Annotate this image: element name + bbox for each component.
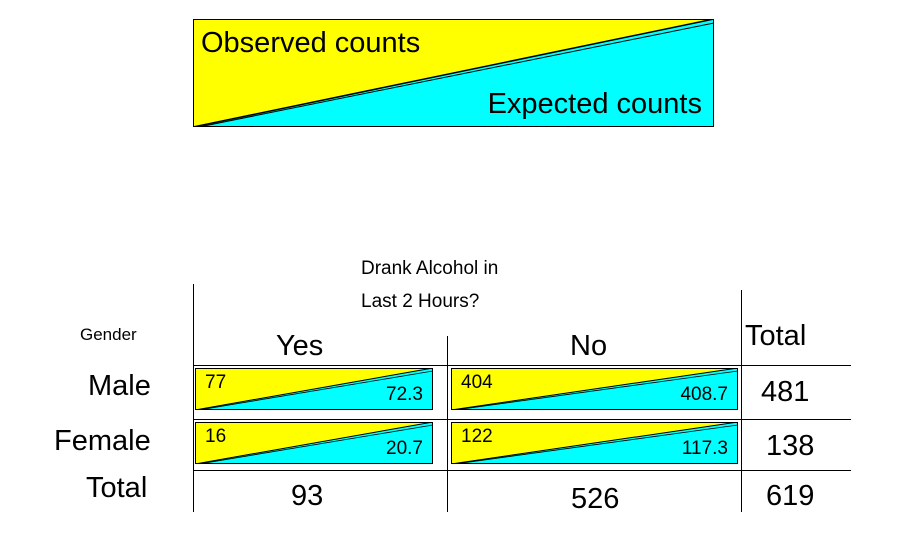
- column-header-no: No: [570, 330, 608, 362]
- observed-count: 77: [205, 372, 227, 393]
- legend-box: Observed counts Expected counts: [193, 19, 714, 127]
- grid-line-vertical-left: [193, 284, 194, 512]
- cell-diagonal-graphic: [195, 422, 433, 464]
- total-female: 138: [766, 430, 815, 462]
- expected-counts-label: Expected counts: [487, 88, 702, 120]
- cell-diagonal-graphic: [451, 422, 738, 464]
- expected-count: 72.3: [386, 384, 423, 405]
- grid-line-horizontal-3: [193, 470, 851, 471]
- column-header-yes: Yes: [276, 330, 324, 362]
- question-line-2: Last 2 Hours?: [361, 291, 480, 312]
- expected-count: 20.7: [386, 438, 423, 459]
- observed-count: 122: [461, 426, 493, 447]
- column-header-total: Total: [745, 320, 807, 352]
- grid-line-horizontal-2: [193, 419, 851, 420]
- cell-diagonal-graphic: [451, 368, 738, 410]
- expected-count: 117.3: [681, 438, 728, 459]
- gender-header: Gender: [80, 325, 137, 344]
- grid-line-vertical-right: [741, 290, 742, 512]
- cell-male-no: 404 408.7: [451, 368, 738, 410]
- total-no: 526: [571, 483, 620, 515]
- row-label-female: Female: [54, 425, 151, 457]
- cell-male-yes: 77 72.3: [195, 368, 433, 410]
- observed-count: 16: [205, 426, 227, 447]
- cell-female-yes: 16 20.7: [195, 422, 433, 464]
- total-yes: 93: [291, 480, 324, 512]
- cell-diagonal-graphic: [195, 368, 433, 410]
- grand-total: 619: [766, 480, 815, 512]
- row-label-total: Total: [86, 472, 148, 504]
- total-male: 481: [761, 376, 810, 408]
- expected-count: 408.7: [680, 384, 728, 405]
- question-line-1: Drank Alcohol in: [361, 258, 499, 279]
- observed-counts-label: Observed counts: [201, 27, 421, 59]
- grid-line-horizontal-1: [193, 365, 851, 366]
- cell-female-no: 122 117.3: [451, 422, 738, 464]
- legend-diagonal-graphic: [193, 19, 714, 127]
- row-label-male: Male: [88, 370, 151, 402]
- grid-line-vertical-middle: [447, 336, 448, 512]
- observed-count: 404: [461, 372, 493, 393]
